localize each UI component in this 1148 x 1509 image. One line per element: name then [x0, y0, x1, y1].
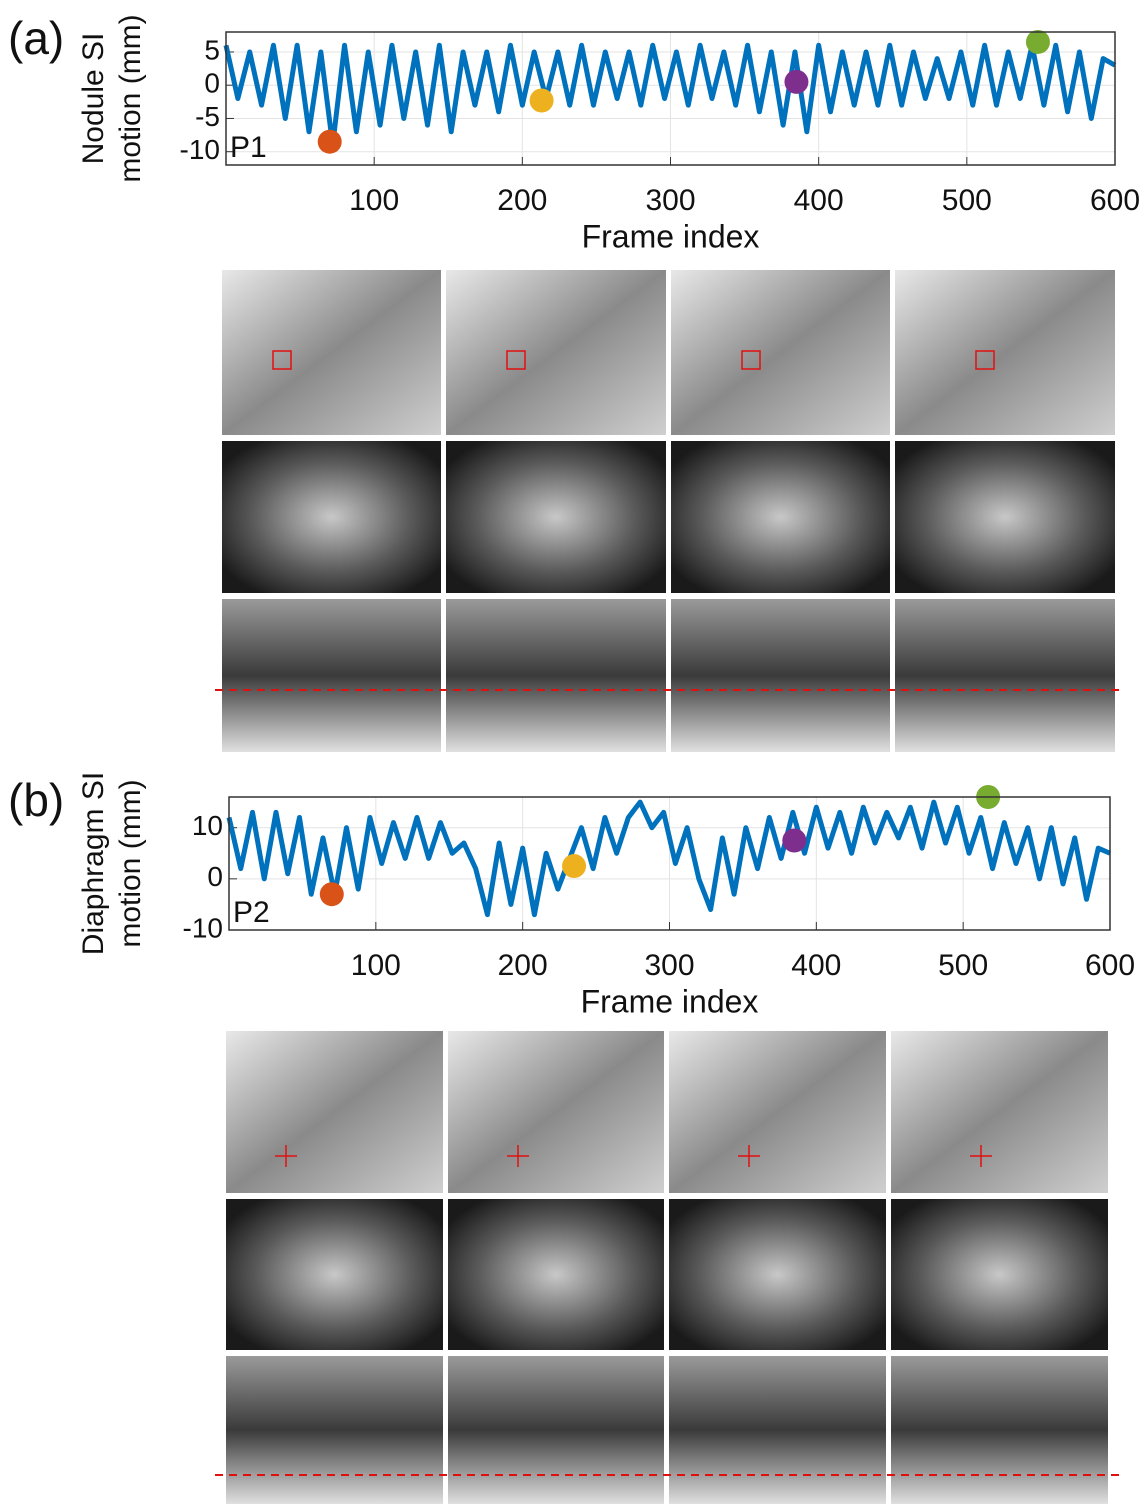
y-tick-label: 5	[204, 34, 220, 65]
x-tick-label: 100	[349, 184, 399, 217]
panel-label: (b)	[8, 774, 64, 826]
image-panel	[222, 599, 441, 752]
frame-marker	[782, 828, 806, 852]
y-axis-label: motion (mm)	[114, 779, 147, 947]
x-axis-label: Frame index	[581, 983, 759, 1019]
y-tick-label: 0	[207, 861, 223, 892]
y-axis-label: Nodule SI	[77, 33, 110, 165]
image-panel	[895, 270, 1115, 435]
x-tick-label: 200	[498, 949, 548, 982]
image-panel	[226, 1031, 443, 1193]
frame-marker	[320, 882, 344, 906]
x-tick-label: 300	[645, 184, 695, 217]
image-panel	[669, 1199, 886, 1350]
x-tick-label: 500	[938, 949, 988, 982]
image-panel	[222, 441, 441, 593]
panel-label: (a)	[8, 12, 64, 64]
x-tick-label: 400	[794, 184, 844, 217]
y-axis-label: motion (mm)	[114, 14, 147, 182]
x-axis-label: Frame index	[582, 218, 760, 254]
image-panel	[891, 1031, 1108, 1193]
image-panel	[891, 1356, 1108, 1504]
x-tick-label: 600	[1085, 949, 1135, 982]
y-tick-label: 10	[192, 810, 223, 841]
image-panel	[671, 270, 890, 435]
image-panel	[671, 599, 890, 752]
x-tick-label: 100	[351, 949, 401, 982]
frame-marker	[530, 88, 554, 112]
y-tick-label: -10	[183, 912, 223, 943]
image-panel	[669, 1356, 886, 1504]
image-panel	[226, 1199, 443, 1350]
image-panel	[669, 1031, 886, 1193]
image-panel	[895, 441, 1115, 593]
y-tick-label: -10	[180, 134, 220, 165]
y-tick-label: 0	[204, 68, 220, 99]
subject-label: P1	[230, 131, 267, 164]
image-panel	[446, 441, 666, 593]
image-panel	[226, 1356, 443, 1504]
y-tick-label: -5	[195, 101, 220, 132]
frame-marker	[784, 70, 808, 94]
image-panel	[222, 270, 441, 435]
x-tick-label: 500	[942, 184, 992, 217]
frame-marker	[1026, 30, 1050, 54]
x-tick-label: 400	[791, 949, 841, 982]
image-panel	[446, 599, 666, 752]
x-tick-label: 200	[497, 184, 547, 217]
x-tick-label: 300	[644, 949, 694, 982]
image-panel	[891, 1199, 1108, 1350]
frame-marker	[562, 854, 586, 878]
image-panel	[895, 599, 1115, 752]
image-panel	[448, 1031, 664, 1193]
image-panel	[671, 441, 890, 593]
image-panel	[448, 1356, 664, 1504]
figure: 100200300400500600-10-505P1Frame indexNo…	[0, 0, 1148, 1504]
x-tick-label: 600	[1090, 184, 1140, 217]
frame-marker	[318, 130, 342, 154]
subject-label: P2	[233, 896, 270, 929]
image-panel	[446, 270, 666, 435]
y-axis-label: Diaphragm SI	[77, 772, 110, 955]
image-panel	[448, 1199, 664, 1350]
